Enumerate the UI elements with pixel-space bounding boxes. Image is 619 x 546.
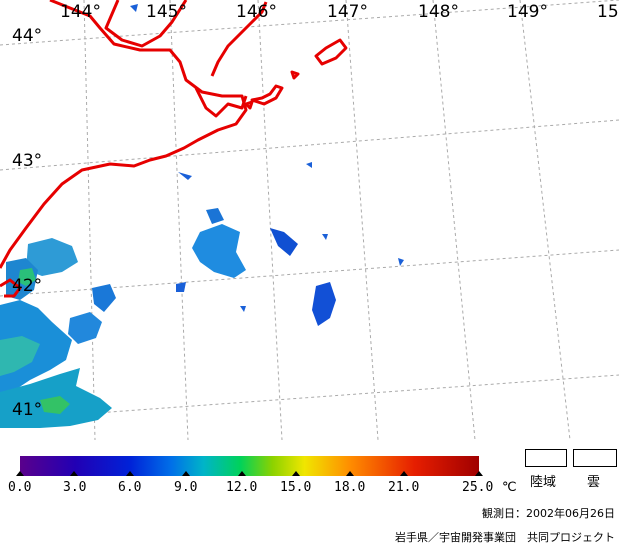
coastline-islet-2: [290, 70, 300, 80]
lat-line-44: [0, 0, 619, 46]
colorbar-tick-label: 9.0: [174, 480, 198, 495]
sst-patch-east: [270, 228, 298, 256]
colorbar-tick-label: 6.0: [118, 480, 142, 495]
lon-label-147: 147°: [327, 2, 368, 22]
sst-patch-small-1: [176, 282, 186, 292]
cloud-legend-label: 雲: [587, 475, 601, 490]
coastline-shikotan: [250, 84, 284, 106]
graticule: [0, 0, 619, 440]
lat-line-43: [0, 119, 619, 171]
colorbar-tick: [16, 471, 24, 476]
land-legend-label: 陸域: [530, 475, 557, 490]
lon-line-146: [257, 0, 283, 440]
colorbar-tick: [70, 471, 78, 476]
colorbar-tick: [182, 471, 190, 476]
colorbar-tick-label: 0.0: [8, 480, 32, 495]
lon-line-147: [345, 0, 379, 440]
temperature-colorbar: [20, 456, 479, 476]
lon-label-149: 149°: [507, 2, 548, 22]
land-legend-swatch: [525, 449, 567, 467]
colorbar-tick: [346, 471, 354, 476]
sst-patch-small-5: [322, 234, 328, 240]
coastline-islet-1: [244, 100, 254, 110]
sst-patch-mid: [92, 284, 116, 312]
sst-patch-central-small: [206, 208, 224, 224]
sst-patch-coastal-green: [18, 268, 36, 286]
lon-label-146: 146°: [236, 2, 277, 22]
lon-label-145: 145°: [146, 2, 187, 22]
coastline-peninsula-south: [0, 278, 22, 298]
credit-line: 岩手県／宇宙開発事業団 共同プロジェクト: [395, 531, 615, 544]
lon-label-150: 15: [597, 2, 619, 22]
colorbar-tick-label: 15.0: [280, 480, 312, 495]
sst-patch-west-warm: [0, 336, 40, 376]
sst-patch-small-7: [240, 306, 246, 312]
sst-patch-small-2: [178, 172, 192, 180]
lon-line-148: [432, 0, 476, 440]
colorbar-tick-label: 21.0: [388, 480, 420, 495]
colorbar-tick: [400, 471, 408, 476]
sst-patch-central: [192, 224, 246, 278]
lat-label-42: 42°: [12, 276, 43, 296]
colorbar-tick: [238, 471, 246, 476]
sst-patch-mid-2: [68, 312, 102, 344]
lon-line-149: [519, 0, 571, 440]
lon-label-144: 144°: [60, 2, 101, 22]
coastline-kunashiri: [194, 87, 248, 118]
lon-label-148: 148°: [418, 2, 459, 22]
colorbar-tick: [292, 471, 300, 476]
coastline: [0, 0, 348, 298]
cloud-legend-swatch: [573, 449, 617, 467]
colorbar-tick-label: 18.0: [334, 480, 366, 495]
colorbar-tick-label: 25.0: [462, 480, 494, 495]
lat-label-44: 44°: [12, 26, 43, 46]
coastline-hokkaido-north: [104, 0, 188, 48]
colorbar-tick: [475, 471, 483, 476]
coastline-hokkaido: [0, 0, 248, 269]
lat-label-43: 43°: [12, 151, 43, 171]
colorbar-tick-label: 3.0: [63, 480, 87, 495]
lon-line-145: [169, 0, 189, 440]
sst-patch-southeast: [312, 282, 336, 326]
sst-patch-small-6: [130, 4, 138, 12]
map-canvas: [0, 0, 619, 440]
sst-patches: [0, 4, 404, 428]
sst-map: 144° 145° 146° 147° 148° 149° 15 44° 43°…: [0, 0, 619, 440]
sst-patch-warm-spot: [40, 396, 70, 414]
observation-date: 観測日：2002年06月26日: [482, 507, 615, 520]
colorbar-unit: ℃: [502, 480, 517, 495]
coastline-island-east: [314, 38, 348, 66]
lon-line-144: [83, 0, 96, 440]
sst-patch-small-4: [398, 258, 404, 266]
colorbar-tick-label: 12.0: [226, 480, 258, 495]
coastline-etorofu: [210, 1, 268, 77]
sst-patch-coastal: [26, 238, 78, 276]
sst-patch-small-3: [306, 162, 312, 168]
lat-label-41: 41°: [12, 400, 43, 420]
colorbar-tick: [126, 471, 134, 476]
